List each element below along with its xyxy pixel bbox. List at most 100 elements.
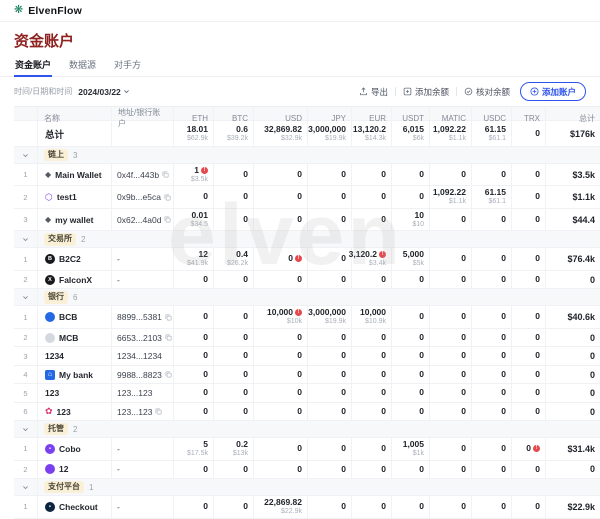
group-header-row[interactable]: 链上 3: [14, 147, 600, 164]
group-header-row[interactable]: 交易所 2: [14, 231, 600, 249]
balance-cell: 0: [392, 384, 430, 402]
group-count: 6: [73, 292, 78, 302]
balance-cell: 0: [430, 328, 472, 347]
account-address: -: [112, 496, 174, 518]
usd-equivalent: $1.1k: [448, 198, 466, 206]
copy-icon[interactable]: [164, 194, 171, 201]
account-row[interactable]: 3 ◆ my wallet 0x62...4a0d 0.01 $34.5 0 0 0 0 10 $10…: [14, 208, 600, 232]
account-row[interactable]: 1 • Checkout -0 0 22,869.82 $22.9k 0 0 0 0 0 0 $22.9k: [14, 496, 600, 519]
elvenflow-logo-icon: ❋: [14, 4, 24, 16]
balance-cell: 0: [308, 402, 352, 421]
tab-counterparty[interactable]: 对手方: [114, 60, 142, 70]
balance-cell: 0: [254, 347, 308, 365]
account-name: MCB: [38, 328, 112, 347]
balance-cell: 10,000 $10.9k: [352, 306, 392, 328]
account-row[interactable]: 2 X FalconX -0 0 0 0 0 0 0 0 0 0: [14, 270, 600, 290]
export-button[interactable]: 导出: [359, 86, 388, 98]
copy-icon[interactable]: [155, 408, 162, 415]
row-index: 3: [14, 208, 38, 231]
tab-data-source[interactable]: 数据源: [69, 60, 97, 70]
chevron-down-icon[interactable]: [14, 421, 38, 438]
chevron-down-icon[interactable]: [14, 289, 38, 306]
account-name: ⌂ My bank: [38, 365, 112, 384]
account-row[interactable]: 5 123 123...123 0 0 0 0 0 0 0 0 0 0: [14, 384, 600, 403]
balance-cell: 0: [174, 496, 214, 518]
balance-cell: 0: [254, 270, 308, 289]
balance-cell: 13,120.2 $14.3k: [352, 121, 392, 146]
row-total: $1.1k: [572, 192, 595, 203]
balance-cell: 0: [308, 365, 352, 384]
add-balance-button[interactable]: 添加余额: [403, 86, 449, 98]
balance-cell: 61.15 $61.1: [472, 121, 512, 146]
account-row[interactable]: 1 ◆ Main Wallet 0x4f...443b 1! $3.5k 0 0 0 0 0 0 0 0 $…: [14, 164, 600, 187]
balance-cell: 0: [430, 496, 472, 518]
column-header: MATIC: [430, 107, 472, 129]
balance-cell: 0: [430, 248, 472, 270]
copy-icon[interactable]: [164, 216, 171, 223]
account-row[interactable]: 2 ⬡ test1 0x9b...e5ca 0 0 0 0 0 0 1,092.22 $1.1k 61.…: [14, 186, 600, 209]
balance-cell: 0: [392, 306, 430, 328]
account-row[interactable]: 2 12-0 0 0 0 0 0 0 0 0 0: [14, 460, 600, 480]
balance-cell: 0: [174, 365, 214, 384]
balance-cell: 0: [308, 186, 352, 208]
usd-equivalent: $17.5k: [186, 450, 208, 458]
tab-fund-accounts[interactable]: 资金账户: [14, 56, 53, 77]
chevron-down-icon[interactable]: [14, 147, 38, 163]
column-header: BTC: [214, 107, 254, 129]
group-header-row[interactable]: 银行 6: [14, 289, 600, 307]
account-address: 6653...2103: [112, 328, 174, 347]
copy-icon[interactable]: [165, 314, 172, 321]
action-buttons: 导出 添加余额 核对余额 添加账户: [359, 82, 586, 101]
account-row[interactable]: 2 MCB 6653...2103 0 0 0 0 0 0 0 0 0 0: [14, 328, 600, 348]
balance-cell: 0: [472, 365, 512, 384]
balance-cell: 0.6 $39.2k: [214, 121, 254, 146]
account-row[interactable]: 1 • Cobo -5 $17.5k 0.2 $13k 0 0 0 1,005 $1k 0 0 0! $31.…: [14, 438, 600, 461]
date-filter-dropdown[interactable]: 2024/03/22: [78, 87, 130, 97]
account-row[interactable]: 3 1234 1234...1234 0 0 0 0 0 0 0 0 0 0: [14, 347, 600, 366]
balance-cell: 0: [352, 365, 392, 384]
balance-cell: 0: [512, 270, 546, 289]
balance-cell: 0: [430, 460, 472, 479]
balance-cell: 0: [214, 306, 254, 328]
balance-cell: 0: [214, 496, 254, 518]
balance-cell: 0: [472, 496, 512, 518]
grand-total: $176k: [569, 128, 595, 139]
account-row[interactable]: 4 ⌂ My bank 9988...8823 0 0 0 0 0 0 0 0 0 0: [14, 365, 600, 385]
copy-icon[interactable]: [162, 171, 169, 178]
balance-cell: 0: [392, 186, 430, 208]
chevron-down-icon[interactable]: [14, 231, 38, 248]
balance-cell: 0: [174, 270, 214, 289]
balance-cell: 3,000,000 $19.9k: [308, 121, 352, 146]
account-address: 123...123: [112, 402, 174, 421]
balance-cell: 0: [472, 306, 512, 328]
balance-cell: 0: [472, 248, 512, 270]
group-header-row[interactable]: 支付平台 1: [14, 479, 600, 497]
balance-cell: 0: [472, 384, 512, 402]
balance-cell: 0: [392, 460, 430, 479]
topbar[interactable]: ❋ ElvenFlow: [0, 0, 600, 22]
add-account-button[interactable]: 添加账户: [519, 82, 586, 101]
balance-cell: 0: [392, 270, 430, 289]
chevron-down-icon: [123, 90, 129, 94]
row-index: 2: [14, 270, 38, 289]
chevron-down-icon[interactable]: [14, 479, 38, 496]
column-header: JPY: [308, 107, 352, 129]
balance-cell: 0: [430, 365, 472, 384]
balance-cell: 0: [308, 460, 352, 479]
account-row[interactable]: 1 B B2C2-12 $41.9k 0.4 $26.2k 0! 0 3,120.2! $3.4k…: [14, 248, 600, 271]
group-header-row[interactable]: 托管 2: [14, 421, 600, 439]
copy-icon[interactable]: [165, 334, 172, 341]
plus-circle-icon: [530, 87, 539, 96]
account-row[interactable]: 6 ✿ 123 123...123 0 0 0 0 0 0 0 0 0 0: [14, 402, 600, 422]
group-count: 3: [73, 150, 78, 160]
copy-icon[interactable]: [165, 371, 172, 378]
group-badge: 支付平台: [44, 481, 84, 494]
account-row[interactable]: 1 BCB 8899...5381 0 0 10,000! $10k 3,000,000 $19…: [14, 306, 600, 329]
balance-cell: 10 $10: [392, 208, 430, 231]
check-balance-button[interactable]: 核对余额: [464, 86, 510, 98]
index-column-header: [14, 107, 38, 129]
row-total: $40.6k: [567, 312, 595, 323]
purple-icon: [45, 464, 55, 475]
balance-cell: 0: [308, 496, 352, 518]
